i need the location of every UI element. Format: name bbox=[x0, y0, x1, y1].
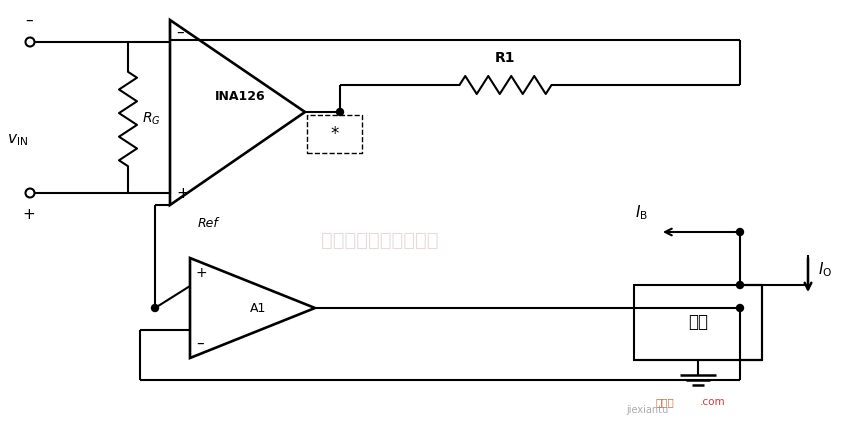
Text: $I_\mathrm{B}$: $I_\mathrm{B}$ bbox=[635, 203, 648, 222]
Text: INA126: INA126 bbox=[215, 90, 265, 103]
Text: –: – bbox=[176, 24, 184, 40]
Circle shape bbox=[736, 281, 744, 289]
Text: $I_\mathrm{O}$: $I_\mathrm{O}$ bbox=[818, 261, 832, 279]
Circle shape bbox=[736, 305, 744, 311]
Circle shape bbox=[337, 108, 343, 116]
Text: 负载: 负载 bbox=[688, 314, 708, 332]
Text: –: – bbox=[26, 13, 33, 28]
Text: +: + bbox=[23, 207, 36, 222]
Text: 接线图: 接线图 bbox=[655, 397, 674, 407]
Text: R1: R1 bbox=[496, 51, 516, 65]
Bar bbox=[634, 285, 762, 360]
Text: +: + bbox=[196, 266, 207, 280]
Circle shape bbox=[736, 228, 744, 235]
Text: *: * bbox=[331, 125, 338, 143]
Text: +: + bbox=[176, 186, 189, 200]
Text: –: – bbox=[196, 335, 204, 351]
Text: .com: .com bbox=[700, 397, 726, 407]
Text: 杭州将睿科技有限公司: 杭州将睿科技有限公司 bbox=[321, 230, 439, 249]
Text: jiexiantu: jiexiantu bbox=[626, 405, 668, 415]
Circle shape bbox=[151, 305, 158, 311]
Bar bbox=[307, 115, 362, 153]
Text: $R_G$: $R_G$ bbox=[142, 111, 161, 127]
Text: A1: A1 bbox=[250, 301, 266, 314]
Text: Ref: Ref bbox=[198, 217, 218, 230]
Text: $v_{\mathrm{IN}}$: $v_{\mathrm{IN}}$ bbox=[8, 132, 29, 148]
